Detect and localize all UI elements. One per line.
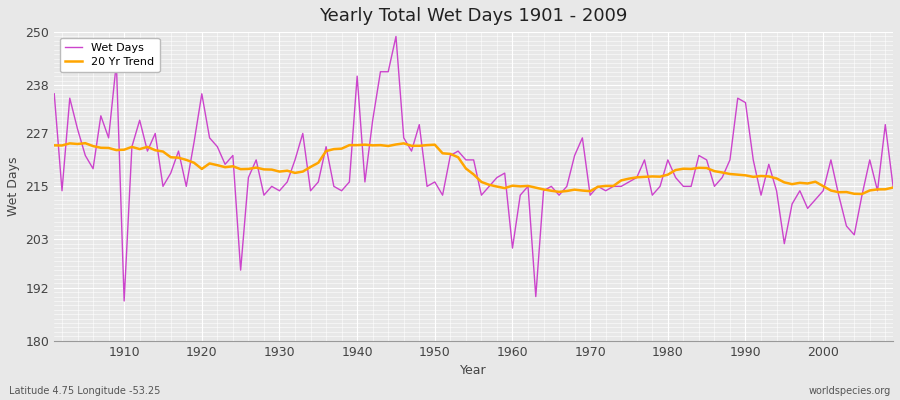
Wet Days xyxy=(887,184,898,189)
20 Yr Trend xyxy=(290,170,301,175)
Wet Days xyxy=(391,34,401,39)
20 Yr Trend xyxy=(119,147,130,152)
Line: 20 Yr Trend: 20 Yr Trend xyxy=(54,143,893,194)
20 Yr Trend xyxy=(337,146,347,151)
Line: Wet Days: Wet Days xyxy=(54,36,893,301)
Wet Days xyxy=(515,193,526,198)
20 Yr Trend xyxy=(608,184,619,188)
Legend: Wet Days, 20 Yr Trend: Wet Days, 20 Yr Trend xyxy=(59,38,159,72)
20 Yr Trend xyxy=(515,184,526,189)
Y-axis label: Wet Days: Wet Days xyxy=(7,156,20,216)
Wet Days xyxy=(119,298,130,303)
Title: Yearly Total Wet Days 1901 - 2009: Yearly Total Wet Days 1901 - 2009 xyxy=(320,7,628,25)
X-axis label: Year: Year xyxy=(460,364,487,377)
20 Yr Trend xyxy=(80,141,91,146)
Wet Days xyxy=(337,188,347,193)
Wet Days xyxy=(616,184,626,189)
20 Yr Trend xyxy=(887,185,898,190)
Text: Latitude 4.75 Longitude -53.25: Latitude 4.75 Longitude -53.25 xyxy=(9,386,160,396)
20 Yr Trend xyxy=(507,183,517,188)
20 Yr Trend xyxy=(857,192,868,196)
Text: worldspecies.org: worldspecies.org xyxy=(809,386,891,396)
20 Yr Trend xyxy=(49,143,59,148)
Wet Days xyxy=(290,158,301,162)
Wet Days xyxy=(49,91,59,96)
Wet Days xyxy=(111,60,122,65)
Wet Days xyxy=(523,184,534,189)
